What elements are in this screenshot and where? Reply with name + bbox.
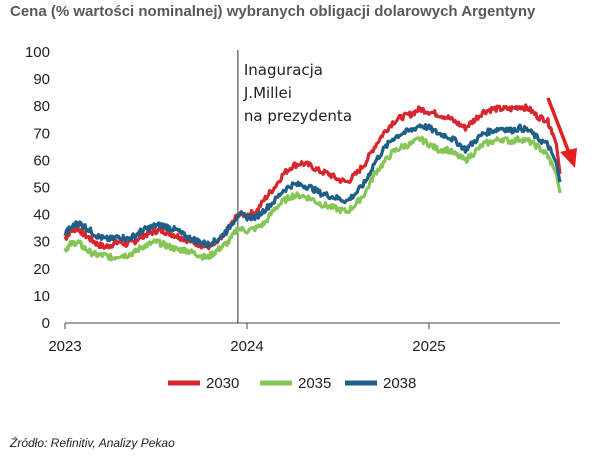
source-note: Źródło: Refinitiv, Analizy Pekao (10, 436, 175, 450)
legend-label: 2038 (383, 375, 416, 392)
arrow-shaft (546, 97, 573, 159)
series-line-2035 (63, 135, 562, 262)
legend-label: 2030 (206, 375, 239, 392)
chart-title: Cena (% wartości nominalnej) wybranych o… (10, 3, 536, 20)
legend-item-2035: 2035 (260, 375, 331, 392)
y-tick-label: 10 (33, 288, 50, 305)
series-line-2038 (63, 123, 562, 249)
trend-arrow (546, 97, 577, 168)
y-tick-label: 70 (33, 125, 50, 142)
y-tick-label: 90 (33, 71, 50, 88)
legend-item-2030: 2030 (168, 375, 239, 392)
y-tick-label: 20 (33, 261, 50, 278)
y-tick-label: 100 (25, 44, 50, 61)
annotation-text-line: na prezydenta (244, 107, 352, 125)
y-axis: 0 10 20 30 40 50 60 70 80 90 100 (25, 44, 50, 332)
annotation-text-line: Inaguracja (244, 61, 323, 79)
legend: 2030 2035 2038 (168, 375, 416, 392)
series-lines (63, 103, 562, 262)
annotation-text-line: J.Millei (243, 84, 292, 102)
y-tick-label: 0 (42, 315, 50, 332)
legend-label: 2035 (298, 375, 331, 392)
arrow-head (560, 148, 577, 168)
inauguration-annotation: Inaguracja J.Millei na prezydenta (237, 50, 352, 323)
legend-item-2038: 2038 (345, 375, 416, 392)
y-tick-label: 30 (33, 234, 50, 251)
series-line-2030 (63, 103, 562, 251)
y-tick-label: 80 (33, 98, 50, 115)
x-tick-label: 2023 (48, 338, 81, 355)
y-tick-label: 50 (33, 180, 50, 197)
y-tick-label: 60 (33, 152, 50, 169)
x-tick-label: 2024 (230, 338, 263, 355)
x-tick-label: 2025 (412, 338, 445, 355)
x-axis: 2023 2024 2025 (48, 322, 560, 355)
y-tick-label: 40 (33, 207, 50, 224)
